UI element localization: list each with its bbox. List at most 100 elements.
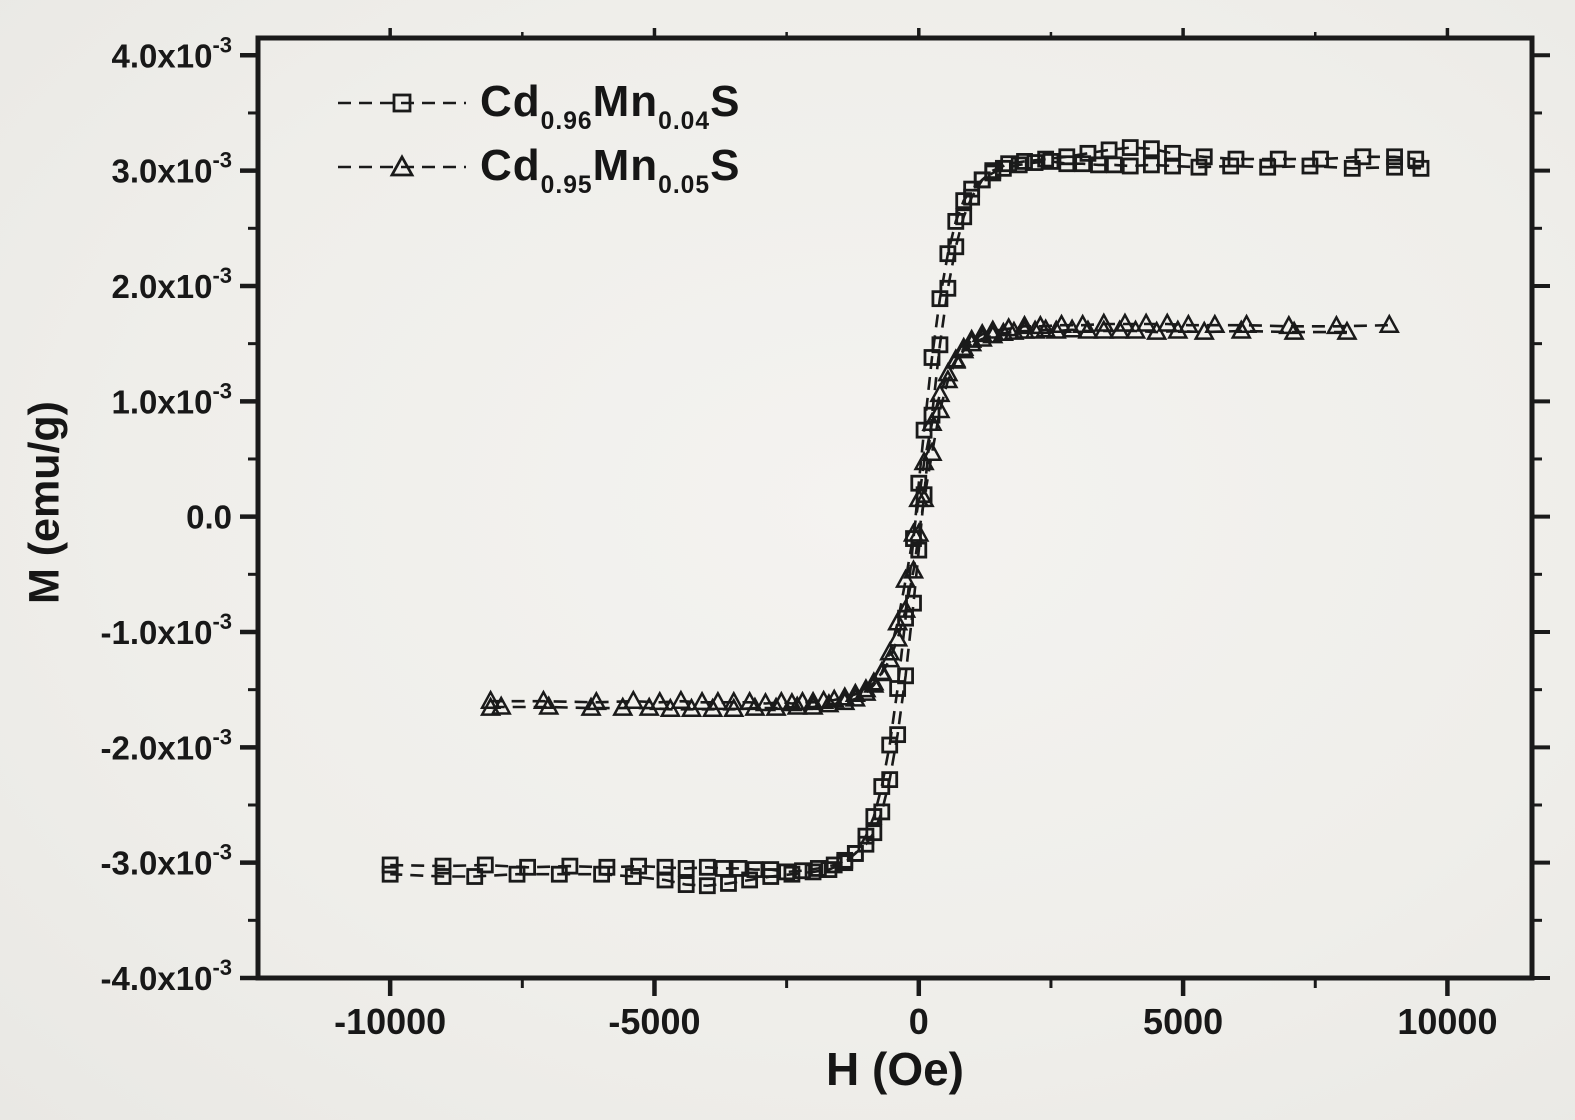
series-1-triangle-marker	[1230, 319, 1252, 339]
series-0-square-marker	[778, 863, 796, 881]
series-1-triangle-marker	[1109, 319, 1131, 339]
series-0-square-marker	[1386, 148, 1403, 166]
series-0-square-marker	[720, 875, 737, 892]
series-1-triangle-marker	[913, 450, 935, 471]
y-tick-exponent: -3	[212, 378, 232, 403]
series-1-triangle-marker	[1283, 320, 1305, 340]
series-1-triangle-marker	[612, 696, 634, 716]
series-1-triangle-marker	[1013, 314, 1036, 335]
series-1-triangle-marker	[1061, 318, 1083, 338]
series-0-square-marker	[1016, 153, 1033, 170]
series-1-triangle-marker	[818, 693, 840, 713]
series-0-square-marker	[931, 290, 949, 308]
series-1-triangle-marker	[786, 695, 808, 715]
series-1-triangle-marker	[908, 487, 930, 508]
x-tick-label: -10000	[334, 1001, 446, 1042]
series-1-branch-0-line	[490, 322, 1390, 705]
series-1-triangle-marker	[1077, 319, 1099, 339]
y-tick-exponent: -3	[212, 148, 232, 173]
series-0-square-marker	[1037, 150, 1055, 168]
series-0-square-marker	[1105, 156, 1123, 174]
series-1-triangle-marker	[887, 627, 909, 647]
y-tick-label: -4.0x10-3	[101, 955, 233, 997]
series-0-square-marker	[947, 212, 965, 230]
series-1-triangle-marker	[744, 696, 766, 716]
series-0-square-marker	[809, 860, 827, 877]
series-1-triangle-marker	[1146, 320, 1168, 340]
y-tick-label: -3.0x10-3	[101, 840, 233, 882]
triangle-icon	[389, 154, 415, 177]
series-1-triangle-marker	[1336, 320, 1358, 340]
series-1-triangle-marker	[945, 348, 967, 368]
legend-subscript: 0.95	[540, 171, 593, 199]
y-tick-exponent: -3	[212, 724, 232, 749]
series-0-square-marker	[1079, 144, 1097, 162]
series-1-triangle-marker	[1035, 318, 1057, 338]
series-1-triangle-marker	[670, 689, 692, 709]
series-0-square-marker	[1164, 157, 1181, 175]
series-0-square-marker	[994, 159, 1012, 177]
series-1-triangle-marker	[863, 673, 885, 693]
series-0-square-marker	[825, 856, 843, 874]
series-0-branch-0-line	[390, 146, 1416, 874]
y-tick-mantissa: 2.0x10	[112, 268, 213, 305]
legend-entry-1: Cd0.95Mn0.05S	[336, 134, 740, 198]
legend-subscript: 0.04	[658, 107, 711, 135]
legend-subscript: 0.05	[658, 171, 711, 199]
series-0-square-marker	[865, 808, 883, 825]
series-1-triangle-marker	[961, 332, 983, 352]
series-1-triangle-marker	[887, 611, 909, 631]
series-0-square-marker	[434, 868, 452, 885]
y-tick-label: 0.0	[186, 499, 232, 536]
series-1-branch-1-line	[490, 328, 1347, 711]
series-1-triangle-marker	[723, 697, 745, 718]
series-1-triangle-marker	[937, 362, 959, 382]
y-tick-mantissa: 3.0x10	[112, 153, 213, 190]
series-1-triangle-marker	[894, 568, 917, 588]
series-1-triangle-marker	[490, 695, 512, 715]
series-0-square-marker	[550, 865, 568, 883]
series-1-triangle-marker	[992, 321, 1014, 342]
series-1-triangle-marker	[702, 697, 724, 718]
y-tick-label: 4.0x10-3	[112, 32, 233, 74]
y-tick-mantissa: 0.0	[186, 499, 232, 536]
series-0-square-marker	[476, 856, 494, 874]
series-0-square-marker	[1354, 148, 1372, 166]
series-0-square-marker	[955, 192, 973, 210]
series-1-triangle-marker	[921, 411, 943, 431]
series-0-square-marker	[1259, 158, 1277, 176]
legend-text: Mn	[592, 77, 659, 126]
series-1-triangle-marker	[982, 323, 1004, 344]
legend-square-marker-icon	[338, 93, 466, 113]
series-0-square-marker	[1058, 155, 1076, 173]
y-tick-label: 1.0x10-3	[112, 378, 233, 420]
series-1-triangle-marker	[982, 319, 1004, 339]
series-0-square-marker	[873, 778, 891, 795]
series-1-triangle-marker	[834, 690, 856, 711]
series-0-square-marker	[1222, 157, 1240, 175]
series-1-triangle-marker	[659, 697, 681, 718]
series-0-square-marker	[1121, 157, 1139, 175]
x-tick-label: 10000	[1397, 1001, 1497, 1042]
series-0-square-marker	[1386, 158, 1403, 176]
legend-label-1: Cd0.95Mn0.05S	[480, 141, 740, 198]
series-0-square-marker	[434, 857, 452, 875]
y-tick-exponent: -3	[212, 840, 232, 865]
series-1-triangle-marker	[1193, 320, 1215, 340]
series-0-square-marker	[836, 854, 854, 872]
series-0-square-marker	[923, 349, 941, 366]
y-tick-label: 2.0x10-3	[112, 263, 233, 305]
legend-label-0: Cd0.96Mn0.04S	[480, 77, 740, 134]
plot-frame	[255, 35, 1535, 981]
series-0-square-marker	[624, 868, 642, 885]
series-1-triangle-marker	[953, 338, 975, 359]
y-tick-mantissa: 4.0x10	[112, 37, 213, 74]
series-0-square-marker	[1301, 157, 1319, 175]
y-tick-label: -1.0x10-3	[101, 609, 233, 651]
series-0-square-marker	[1190, 158, 1208, 176]
series-0-square-marker	[881, 736, 899, 754]
series-1-triangle-marker	[680, 697, 703, 718]
series-0-square-marker	[466, 868, 484, 885]
